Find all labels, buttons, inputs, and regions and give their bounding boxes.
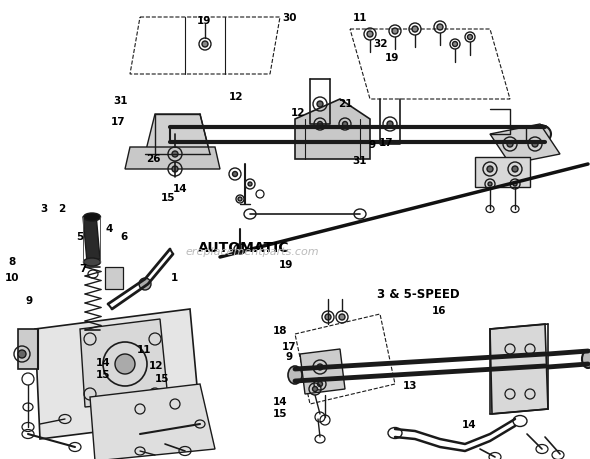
- Circle shape: [139, 279, 151, 291]
- Text: 30: 30: [282, 13, 296, 23]
- Text: 10: 10: [5, 273, 19, 283]
- Circle shape: [317, 364, 323, 370]
- Text: 9: 9: [286, 351, 293, 361]
- Text: 17: 17: [111, 117, 125, 127]
- Text: 17: 17: [282, 341, 296, 352]
- Polygon shape: [80, 319, 168, 407]
- Circle shape: [343, 122, 348, 127]
- Circle shape: [339, 314, 345, 320]
- Text: 3: 3: [41, 204, 48, 214]
- Circle shape: [172, 167, 178, 173]
- Text: 3 & 5-SPEED: 3 & 5-SPEED: [376, 288, 459, 301]
- Polygon shape: [490, 125, 560, 165]
- Text: 15: 15: [96, 369, 110, 379]
- Polygon shape: [145, 115, 210, 155]
- Ellipse shape: [84, 213, 100, 222]
- Ellipse shape: [288, 366, 302, 384]
- Ellipse shape: [529, 126, 551, 144]
- Polygon shape: [125, 148, 220, 170]
- Circle shape: [437, 25, 443, 31]
- Polygon shape: [475, 157, 530, 188]
- Text: 19: 19: [196, 16, 211, 26]
- Circle shape: [317, 382, 323, 386]
- Polygon shape: [90, 384, 215, 459]
- Text: 12: 12: [229, 91, 243, 101]
- Circle shape: [248, 183, 252, 187]
- Circle shape: [172, 151, 178, 157]
- Circle shape: [115, 354, 135, 374]
- Text: 14: 14: [173, 183, 187, 193]
- Text: 2: 2: [58, 204, 65, 214]
- Circle shape: [18, 350, 26, 358]
- Circle shape: [453, 42, 457, 47]
- Text: 19: 19: [385, 52, 399, 62]
- Ellipse shape: [84, 258, 100, 266]
- Text: 19: 19: [279, 259, 293, 269]
- Circle shape: [532, 142, 538, 148]
- Circle shape: [387, 122, 393, 128]
- Ellipse shape: [582, 350, 590, 368]
- Circle shape: [317, 102, 323, 108]
- Circle shape: [238, 197, 242, 202]
- Text: 14: 14: [462, 420, 476, 430]
- Circle shape: [202, 42, 208, 48]
- Text: 9: 9: [368, 140, 375, 150]
- Text: 4: 4: [106, 224, 113, 234]
- Text: 11: 11: [137, 344, 152, 354]
- Text: 1: 1: [171, 273, 178, 283]
- Text: 18: 18: [273, 325, 287, 336]
- Text: 32: 32: [373, 39, 388, 49]
- Circle shape: [507, 142, 513, 148]
- Ellipse shape: [540, 127, 550, 142]
- Polygon shape: [18, 329, 38, 369]
- Bar: [105, 268, 123, 289]
- Circle shape: [317, 122, 323, 127]
- Text: 6: 6: [120, 231, 127, 241]
- Text: 26: 26: [146, 153, 160, 163]
- Text: 15: 15: [273, 408, 287, 418]
- Circle shape: [392, 29, 398, 35]
- Circle shape: [367, 32, 373, 38]
- Text: 17: 17: [379, 137, 394, 147]
- Text: AUTOMATIC: AUTOMATIC: [198, 241, 290, 254]
- Text: 5: 5: [76, 231, 83, 241]
- Polygon shape: [35, 309, 200, 439]
- Circle shape: [232, 172, 238, 177]
- Circle shape: [487, 167, 493, 173]
- Circle shape: [467, 35, 473, 40]
- Text: 12: 12: [149, 360, 163, 370]
- Text: 15: 15: [161, 192, 175, 202]
- Circle shape: [412, 27, 418, 33]
- Text: 14: 14: [273, 397, 287, 407]
- Polygon shape: [490, 325, 548, 414]
- Text: 12: 12: [291, 107, 305, 118]
- Circle shape: [512, 167, 518, 173]
- Polygon shape: [295, 100, 370, 160]
- Text: 31: 31: [114, 96, 128, 106]
- Text: 11: 11: [353, 13, 367, 23]
- Text: 15: 15: [155, 374, 169, 384]
- Text: 31: 31: [353, 156, 367, 166]
- Text: 7: 7: [79, 263, 86, 274]
- Circle shape: [313, 386, 317, 392]
- Polygon shape: [300, 349, 345, 394]
- Polygon shape: [83, 214, 100, 263]
- Text: 14: 14: [96, 358, 110, 368]
- Circle shape: [488, 183, 492, 187]
- Text: 16: 16: [432, 305, 447, 315]
- Text: ereplacementparts.com: ereplacementparts.com: [185, 246, 319, 257]
- Text: 21: 21: [338, 98, 352, 108]
- Text: 13: 13: [403, 381, 417, 391]
- Text: 8: 8: [8, 257, 15, 267]
- Circle shape: [513, 183, 517, 187]
- Text: 9: 9: [26, 296, 33, 306]
- Circle shape: [325, 314, 331, 320]
